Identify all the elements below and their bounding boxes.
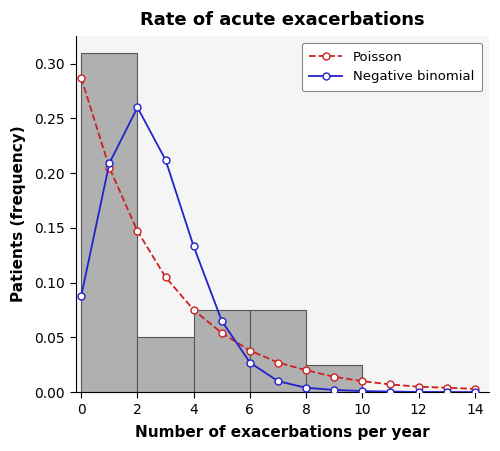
Bar <box>81 53 138 392</box>
Bar <box>306 365 362 392</box>
Legend: Poisson, Negative binomial: Poisson, Negative binomial <box>302 43 482 91</box>
X-axis label: Number of exacerbations per year: Number of exacerbations per year <box>135 425 430 440</box>
Bar <box>250 310 306 392</box>
Bar <box>194 310 250 392</box>
Bar <box>138 337 194 392</box>
Y-axis label: Patients (frequency): Patients (frequency) <box>11 126 26 303</box>
Title: Rate of acute exacerbations: Rate of acute exacerbations <box>140 11 424 29</box>
